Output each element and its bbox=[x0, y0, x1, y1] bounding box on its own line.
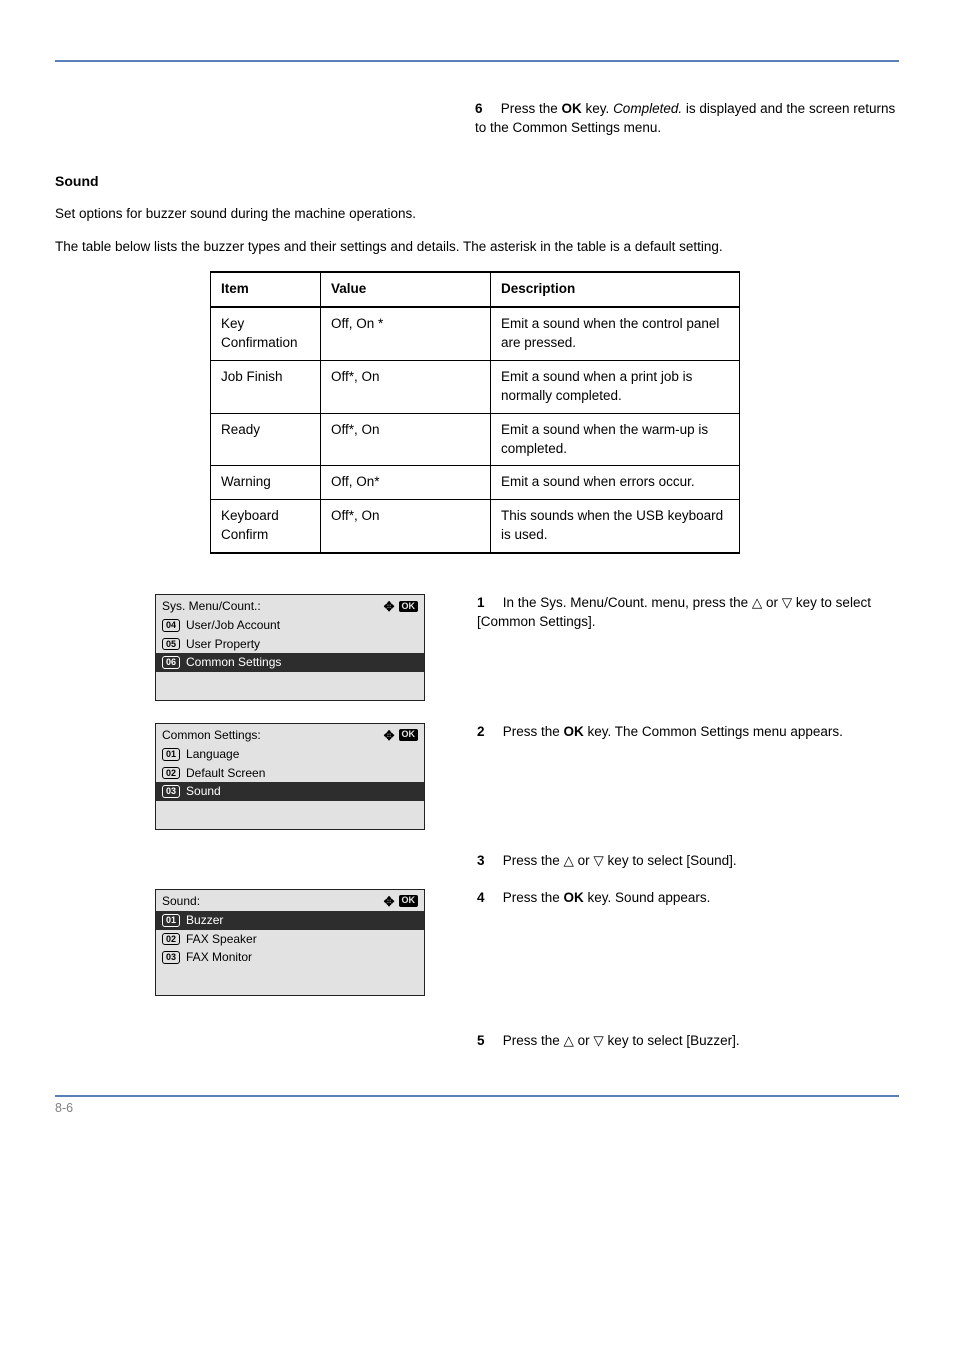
lcd-line-label: Common Settings bbox=[186, 654, 281, 671]
ok-icon: OK bbox=[399, 729, 419, 741]
lcd-line-number: 02 bbox=[162, 933, 180, 946]
lcd-line-label: User/Job Account bbox=[186, 617, 280, 634]
table-cell: Off*, On bbox=[321, 413, 491, 466]
lcd-title: Common Settings: bbox=[162, 727, 261, 744]
step-text-a: Press the bbox=[503, 724, 564, 739]
lcd-line-label: Default Screen bbox=[186, 765, 265, 782]
table-cell: Emit a sound when a print job is normall… bbox=[491, 360, 740, 413]
table-row: Keyboard ConfirmOff*, OnThis sounds when… bbox=[211, 500, 740, 553]
step-number: 5 bbox=[477, 1032, 499, 1051]
lcd-title: Sound: bbox=[162, 893, 200, 910]
table-cell: Off, On * bbox=[321, 307, 491, 360]
table-row: WarningOff, On*Emit a sound when errors … bbox=[211, 466, 740, 500]
lcd-line: 03 FAX Monitor bbox=[156, 948, 424, 967]
section-title: Sound bbox=[55, 172, 899, 192]
table-row: ReadyOff*, OnEmit a sound when the warm-… bbox=[211, 413, 740, 466]
table-header-row: Item Value Description bbox=[211, 272, 740, 307]
buzzer-table: Item Value Description Key ConfirmationO… bbox=[210, 271, 899, 554]
lcd-line-number: 02 bbox=[162, 767, 180, 780]
lcd-line-number: 03 bbox=[162, 785, 180, 798]
th-desc: Description bbox=[491, 272, 740, 307]
lcd-line-label: FAX Monitor bbox=[186, 949, 252, 966]
th-value: Value bbox=[321, 272, 491, 307]
intro-1: Set options for buzzer sound during the … bbox=[55, 205, 899, 224]
lcd-line-label: Language bbox=[186, 746, 239, 763]
step-text-a: Press the bbox=[503, 890, 564, 905]
page-number: 8-6 bbox=[55, 1100, 899, 1118]
ok-key: OK bbox=[562, 101, 582, 116]
step-text-b: key. The Common Settings menu appears. bbox=[584, 724, 843, 739]
lcd-line: 06 Common Settings bbox=[156, 653, 424, 672]
table-cell: Off*, On bbox=[321, 360, 491, 413]
lcd-line: 02 Default Screen bbox=[156, 764, 424, 783]
table-row: Key ConfirmationOff, On *Emit a sound wh… bbox=[211, 307, 740, 360]
step-text-b: key. bbox=[582, 101, 613, 116]
table-cell: Off, On* bbox=[321, 466, 491, 500]
lcd-panel-1: Sys. Menu/Count.:✥OK04User/Job Account05… bbox=[155, 594, 425, 701]
dpad-icon: ✥ bbox=[384, 729, 395, 742]
step-text-a: Press the bbox=[501, 101, 562, 116]
table-cell: Emit a sound when the control panel are … bbox=[491, 307, 740, 360]
dpad-icon: ✥ bbox=[384, 600, 395, 613]
lcd-line-number: 05 bbox=[162, 638, 180, 651]
step-3: 3 Press the △ or ▽ key to select [Sound]… bbox=[435, 852, 899, 871]
lcd-line: 05 User Property bbox=[156, 635, 424, 654]
table-row: Job FinishOff*, OnEmit a sound when a pr… bbox=[211, 360, 740, 413]
step-text: In the Sys. Menu/Count. menu, press the … bbox=[477, 595, 871, 629]
table-cell: This sounds when the USB keyboard is use… bbox=[491, 500, 740, 553]
lcd-line: 01 Buzzer bbox=[156, 911, 424, 930]
ok-key: OK bbox=[564, 890, 584, 905]
step-5: 5 Press the △ or ▽ key to select [Buzzer… bbox=[435, 1032, 899, 1051]
lcd-line-label: Buzzer bbox=[186, 912, 223, 929]
lcd-line-number: 01 bbox=[162, 914, 180, 927]
step-6: 6 Press the OK key. Completed. is displa… bbox=[475, 100, 899, 138]
step-number: 3 bbox=[477, 852, 499, 871]
ok-icon: OK bbox=[399, 895, 419, 907]
lcd-line: 02 FAX Speaker bbox=[156, 930, 424, 949]
lcd-line-number: 03 bbox=[162, 951, 180, 964]
lcd-title: Sys. Menu/Count.: bbox=[162, 598, 261, 615]
lcd-line-number: 01 bbox=[162, 748, 180, 761]
lcd-line-label: Sound bbox=[186, 783, 221, 800]
step-number: 1 bbox=[477, 594, 499, 613]
step-text: Press the △ or ▽ key to select [Buzzer]. bbox=[503, 1033, 740, 1048]
table-cell: Emit a sound when the warm-up is complet… bbox=[491, 413, 740, 466]
step-1: 1 In the Sys. Menu/Count. menu, press th… bbox=[435, 594, 899, 632]
ok-icon: OK bbox=[399, 601, 419, 613]
th-item: Item bbox=[211, 272, 321, 307]
table-cell: Ready bbox=[211, 413, 321, 466]
step-2: 2 Press the OK key. The Common Settings … bbox=[435, 723, 899, 742]
lcd-nav-icons: ✥ OK bbox=[384, 895, 418, 908]
dpad-icon: ✥ bbox=[384, 895, 395, 908]
step-number: 2 bbox=[477, 723, 499, 742]
lcd-panel-3: Sound: ✥ OK 01 Buzzer 02 FAX Speaker 03 FAX Moni… bbox=[155, 889, 425, 996]
ok-key: OK bbox=[564, 724, 584, 739]
table-cell: Key Confirmation bbox=[211, 307, 321, 360]
step-text: Press the △ or ▽ key to select [Sound]. bbox=[503, 853, 737, 868]
lcd-nav-icons: ✥ OK bbox=[384, 600, 418, 613]
table-cell: Job Finish bbox=[211, 360, 321, 413]
step-text-b: key. Sound appears. bbox=[584, 890, 711, 905]
intro-2: The table below lists the buzzer types a… bbox=[55, 238, 899, 257]
lcd-line: 03 Sound bbox=[156, 782, 424, 801]
lcd-nav-icons: ✥ OK bbox=[384, 729, 418, 742]
lcd-panel-2: Common Settings: ✥ OK 01 Language 02 Default S… bbox=[155, 723, 425, 830]
table-cell: Warning bbox=[211, 466, 321, 500]
table-cell: Emit a sound when errors occur. bbox=[491, 466, 740, 500]
sound-section: Sound Set options for buzzer sound durin… bbox=[55, 172, 899, 257]
step-number: 4 bbox=[477, 889, 499, 908]
lcd-line-label: User Property bbox=[186, 636, 260, 653]
lcd-line: 04 User/Job Account bbox=[156, 616, 424, 635]
lcd-line-label: FAX Speaker bbox=[186, 931, 257, 948]
table-cell: Off*, On bbox=[321, 500, 491, 553]
lcd-line: 01 Language bbox=[156, 745, 424, 764]
completed-text: Completed. bbox=[613, 101, 682, 116]
step-number: 6 bbox=[475, 100, 497, 119]
lcd-line-number: 06 bbox=[162, 656, 180, 669]
step-4: 4 Press the OK key. Sound appears. bbox=[435, 889, 899, 908]
lcd-line-number: 04 bbox=[162, 619, 180, 632]
table-cell: Keyboard Confirm bbox=[211, 500, 321, 553]
